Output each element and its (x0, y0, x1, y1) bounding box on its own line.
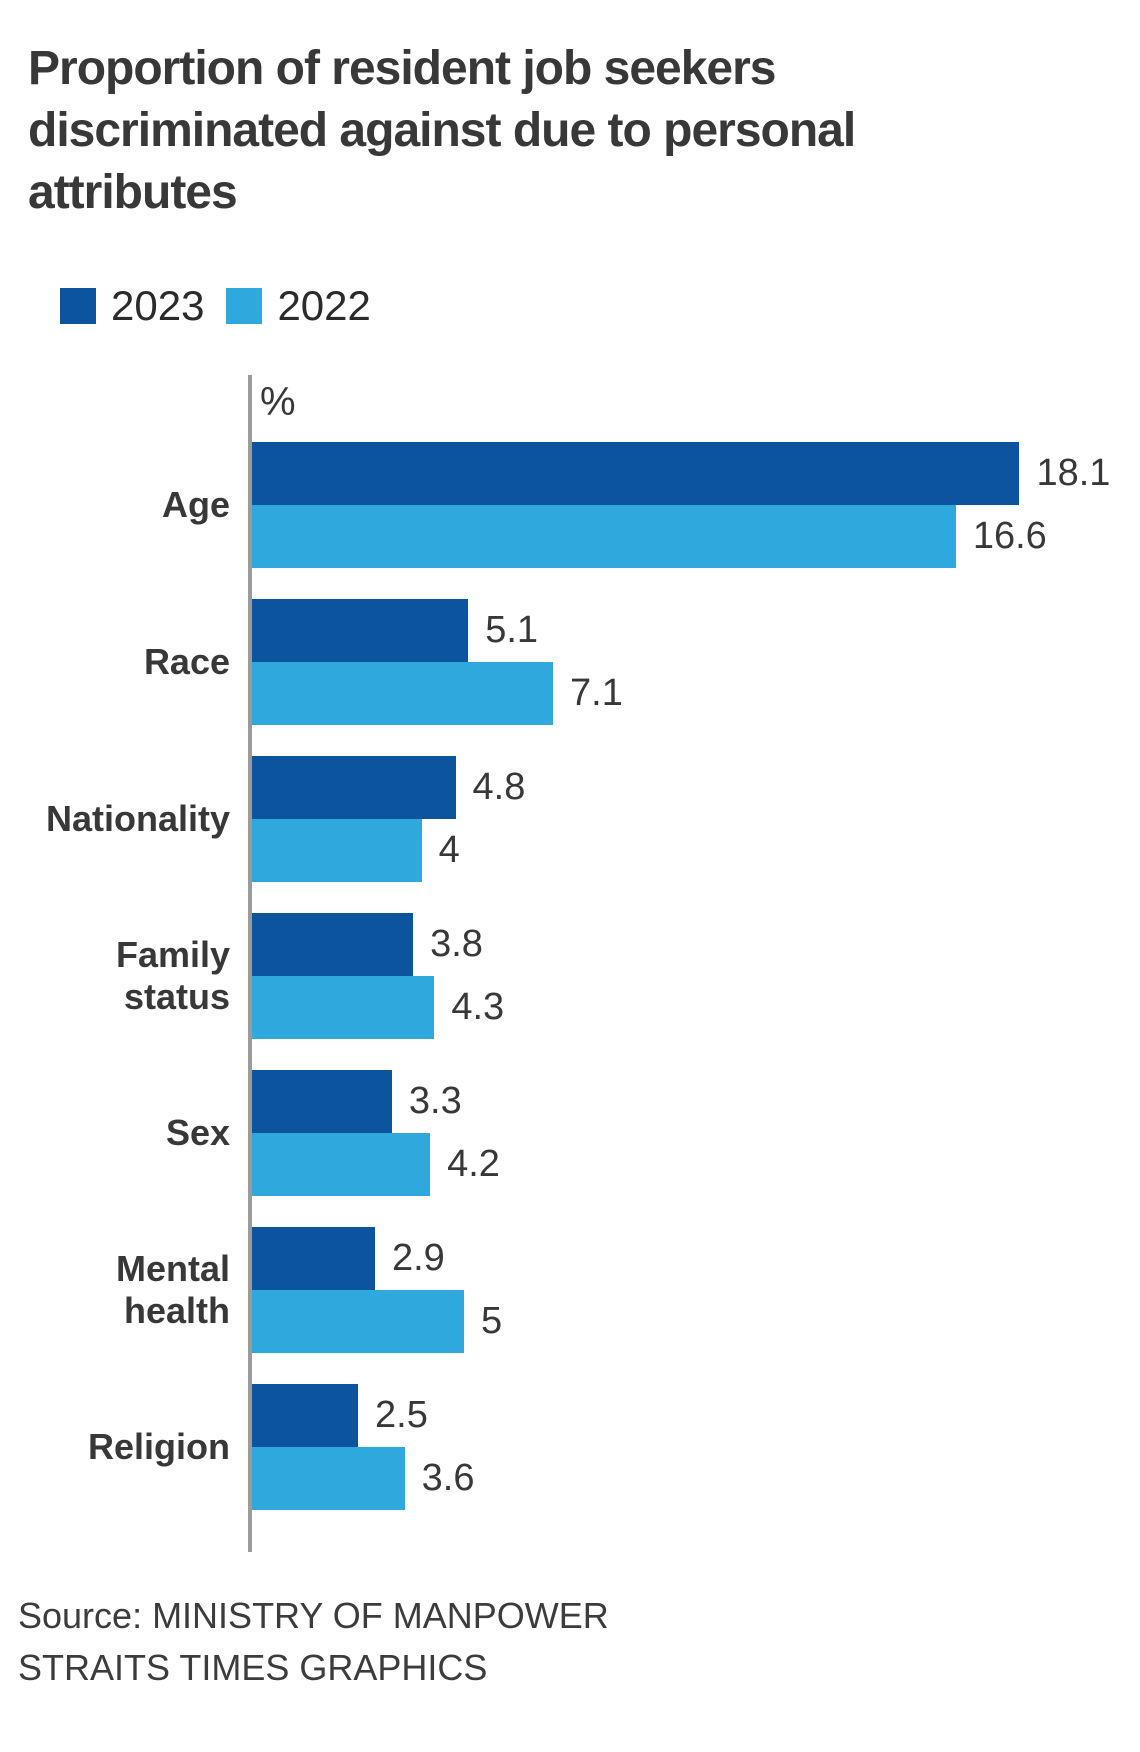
value-label-2023-nationality: 4.8 (472, 766, 526, 808)
bar-2023-race (252, 599, 469, 662)
bar-2023-religion (252, 1384, 358, 1447)
bar-2023-family-status (252, 913, 414, 976)
legend-swatch-2023 (60, 288, 96, 324)
bar-2022-nationality (252, 819, 422, 882)
bar-2022-family-status (252, 976, 435, 1039)
legend-item-2023: 2023 (60, 282, 204, 330)
value-label-2023-family-status: 3.8 (430, 923, 483, 965)
category-label-race: Race (143, 641, 230, 682)
value-label-2023-race: 5.1 (485, 609, 539, 651)
value-label-2022-nationality: 4 (438, 829, 460, 871)
value-label-2023-mental-health: 2.9 (391, 1237, 445, 1279)
value-label-2022-family-status: 4.3 (451, 986, 505, 1028)
axis-unit-label: % (260, 380, 296, 424)
value-label-2022-age: 16.6 (972, 515, 1047, 557)
bar-2022-sex (252, 1133, 431, 1196)
legend: 2023 2022 (60, 282, 371, 330)
value-label-2023-age: 18.1 (1036, 452, 1111, 494)
source-line: Source: MINISTRY OF MANPOWER (18, 1595, 609, 1636)
category-label-mental-health: Mental health (115, 1248, 230, 1331)
value-label-2022-race: 7.1 (570, 672, 623, 714)
bar-2023-age (252, 442, 1020, 505)
value-label-2022-religion: 3.6 (421, 1457, 475, 1499)
title-line: Proportion of resident job seekers (28, 42, 777, 95)
bar-2022-race (252, 662, 554, 725)
category-label-religion: Religion (88, 1426, 230, 1467)
value-label-2023-religion: 2.5 (375, 1394, 428, 1436)
category-label-family-status: Family status (115, 934, 230, 1017)
title-line: attributes (28, 166, 238, 219)
legend-label-2023: 2023 (111, 282, 205, 329)
category-label-nationality: Nationality (45, 798, 230, 839)
bar-2023-nationality (252, 756, 456, 819)
bar-2023-mental-health (252, 1227, 375, 1290)
category-label-sex: Sex (165, 1112, 230, 1153)
bar-2022-religion (252, 1447, 405, 1510)
y-axis-line (248, 375, 252, 1552)
source-line: STRAITS TIMES GRAPHICS (18, 1647, 488, 1688)
category-label-age: Age (161, 484, 230, 525)
value-label-2022-sex: 4.2 (447, 1143, 500, 1185)
value-label-2022-mental-health: 5 (481, 1300, 503, 1342)
legend-item-2022: 2022 (226, 282, 371, 330)
legend-swatch-2022 (226, 288, 263, 324)
bar-2023-sex (252, 1070, 392, 1133)
bar-2022-age (252, 505, 956, 568)
legend-label-2022: 2022 (277, 282, 371, 329)
source-note: Source: MINISTRY OF MANPOWER STRAITS TIM… (18, 1590, 609, 1694)
value-label-2023-sex: 3.3 (408, 1080, 462, 1122)
bar-2022-mental-health (252, 1290, 464, 1353)
title-line: discriminated against due to personal (28, 104, 856, 157)
chart-title: Proportion of resident job seekers discr… (28, 38, 1108, 224)
